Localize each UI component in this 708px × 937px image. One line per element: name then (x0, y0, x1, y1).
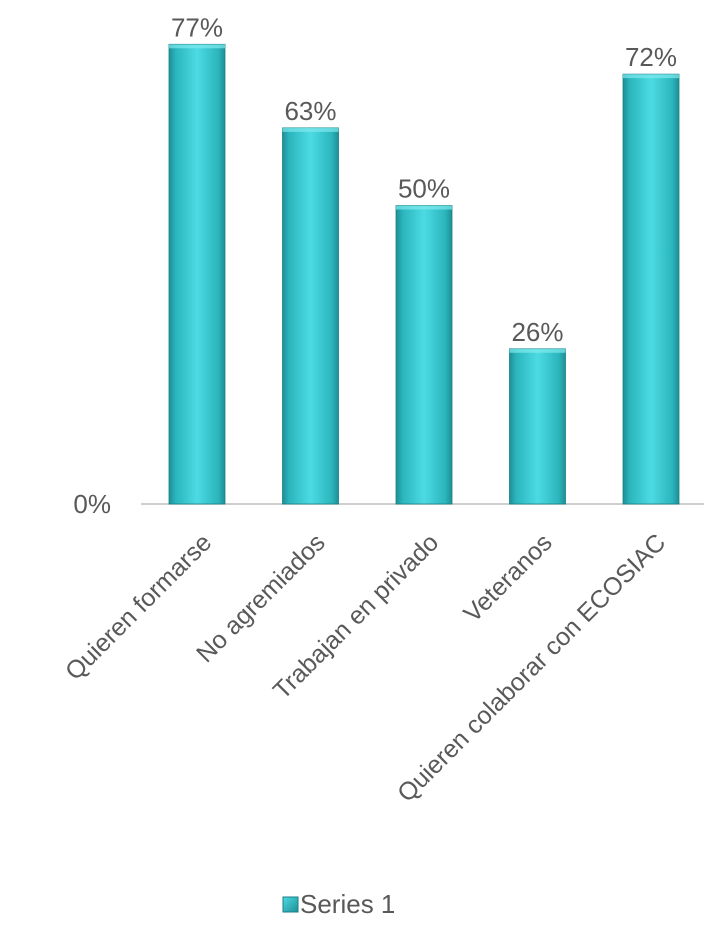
bar-top-highlight (169, 44, 225, 49)
legend-label: Series 1 (300, 889, 395, 919)
bar (622, 73, 680, 505)
data-label: 63% (284, 96, 336, 126)
bar (509, 348, 566, 505)
category-label: Veteranos (458, 528, 557, 627)
bar-top-highlight (509, 348, 566, 353)
data-label: 72% (625, 42, 677, 72)
legend: Series 1 (282, 889, 395, 919)
data-label: 77% (171, 12, 223, 42)
bar (282, 127, 339, 505)
data-label: 26% (511, 317, 563, 347)
y-tick-label: 0% (73, 489, 111, 519)
legend-swatch (282, 896, 299, 913)
bar (168, 43, 226, 505)
bar-top-highlight (396, 205, 452, 210)
bar-top-highlight (282, 127, 339, 132)
bar (395, 205, 453, 505)
bar-top-highlight (623, 74, 679, 79)
category-label: Quieren formarse (60, 528, 217, 685)
data-label: 50% (398, 174, 450, 204)
